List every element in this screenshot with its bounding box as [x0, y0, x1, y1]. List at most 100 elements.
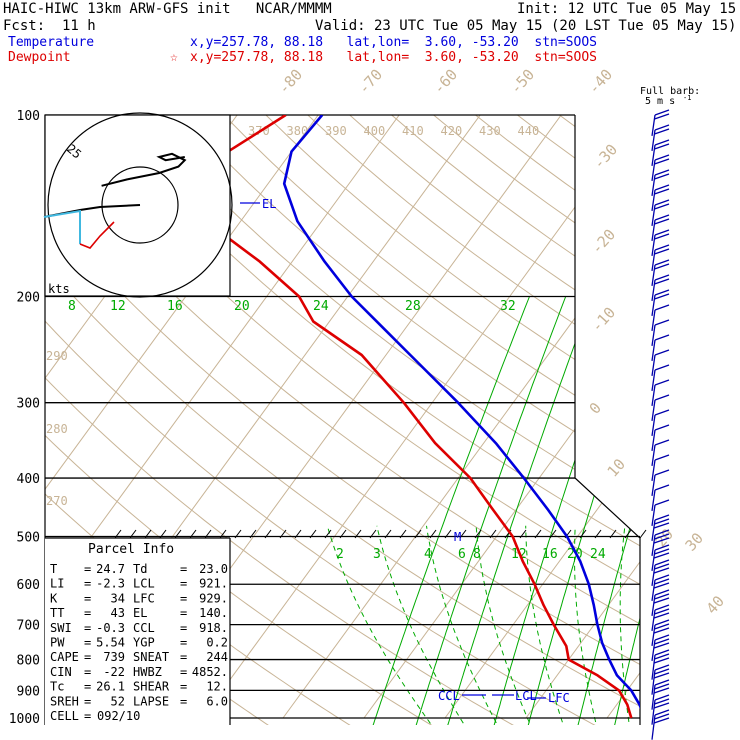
moist-adiabat-line [574, 525, 599, 725]
theta-label: 420 [441, 124, 463, 138]
level-tick [444, 529, 452, 539]
mixing-ratio-label: 12 [110, 299, 126, 314]
wind-barb-flag [654, 623, 670, 630]
level-tick [354, 529, 362, 539]
wind-barb-flag [654, 173, 670, 180]
level-tick [399, 529, 407, 539]
wind-barb [651, 489, 656, 511]
parcel-value: 739 [103, 650, 125, 664]
parcel-eq: = [84, 665, 91, 679]
wind-barb-flag [654, 634, 670, 641]
wind-barb-flag [654, 109, 670, 116]
parcel-key2: EL [133, 606, 147, 620]
wind-barb-flag [654, 139, 670, 146]
wind-barb-flag [654, 233, 670, 240]
parcel-key: SWI [50, 621, 72, 635]
level-tick [159, 529, 167, 539]
level-tick [384, 529, 392, 539]
wind-barb-flag [654, 188, 670, 195]
parcel-key: T [50, 562, 57, 576]
wind-barb-flag [654, 424, 670, 431]
dry-adiabat-line [181, 115, 640, 725]
level-tick [549, 529, 557, 539]
mixing-ratio-label: 8 [68, 299, 76, 314]
pressure-label: 200 [17, 291, 40, 306]
wind-barb-flag [654, 154, 670, 161]
parcel-title: Parcel Info [88, 542, 174, 557]
mixing-ratio-line [370, 296, 530, 725]
parcel-value2: 4852. [192, 665, 228, 679]
wind-barb [651, 399, 656, 421]
parcel-eq2: = [180, 591, 187, 605]
wind-barb-flag [654, 713, 670, 720]
theta-label: 290 [46, 349, 68, 363]
wind-barb-flag [654, 158, 670, 165]
parcel-value2: 921. [199, 577, 228, 591]
forecast-hour: 11 h [62, 18, 96, 34]
wind-barb-flag [654, 683, 670, 690]
wind-barb [651, 369, 656, 391]
wind-barb-flag [653, 597, 670, 604]
mixing-ratio-label: 3 [373, 547, 381, 562]
wind-barb-flag [654, 563, 670, 570]
mixing-ratio-label: 8 [473, 547, 481, 562]
parcel-eq2: = [180, 577, 187, 591]
level-tick [309, 529, 317, 539]
parcel-value: -22 [103, 665, 125, 679]
wind-barb [651, 699, 656, 725]
wind-barb-flag [654, 653, 670, 660]
parcel-key2: CCL [133, 621, 155, 635]
wind-barb-flag [653, 582, 670, 589]
wind-barb [651, 354, 656, 376]
parcel-eq2: = [180, 636, 187, 650]
wind-barb-flag [653, 552, 670, 559]
parcel-eq2: = [180, 606, 187, 620]
wind-barb-flag [654, 679, 670, 686]
isotherm-line [606, 115, 640, 719]
barb-legend-units: 5 m s [645, 96, 675, 107]
wind-barb-flag [654, 454, 670, 461]
level-tick [534, 529, 542, 539]
wind-barb-flag [654, 548, 670, 555]
wind-barb-flag [654, 143, 670, 150]
isotherm-line [201, 115, 640, 719]
theta-label: 390 [325, 124, 347, 138]
model-title: HAIC-HIWC 13km ARW-GFS init NCAR/MMMM [3, 1, 332, 17]
parcel-eq: = [84, 650, 91, 664]
hodograph-trace-surface [79, 221, 115, 249]
wind-barb-flag [653, 717, 670, 724]
pressure-label: 1000 [9, 712, 40, 727]
wind-barb-flag [654, 214, 670, 221]
wind-barb-flag [654, 439, 670, 446]
dry-adiabat-line [55, 115, 640, 725]
theta-label: 410 [402, 124, 424, 138]
level-tick [594, 529, 602, 539]
level-tick [204, 529, 212, 539]
theta-label: 430 [479, 124, 501, 138]
parcel-key: CIN [50, 665, 72, 679]
parcel-eq2: = [180, 694, 187, 708]
mixing-ratio-label: 20 [234, 299, 250, 314]
wind-barb-flag [654, 698, 670, 705]
mixing-ratio-label: 4 [424, 547, 432, 562]
parcel-value: 092/10 [97, 709, 140, 723]
lcl-label: LCL [515, 689, 537, 703]
mixing-ratio-lines [326, 296, 640, 725]
wind-barb-flag [654, 229, 670, 236]
level-tick [234, 529, 242, 539]
isotherm-label: -40 [585, 65, 617, 97]
wind-barb-flag [654, 394, 670, 401]
wind-barb [651, 339, 656, 361]
wind-barb-flag [654, 664, 670, 671]
wind-barb-flag [654, 218, 670, 225]
wind-barb-flag [654, 469, 670, 476]
hodograph-inner-ring [101, 166, 179, 244]
pressure-label: 500 [17, 530, 40, 545]
wind-barb-flag [654, 638, 670, 645]
parcel-key: CELL [50, 709, 79, 723]
wind-barb [651, 684, 656, 710]
level-tick [369, 529, 377, 539]
level-tick [414, 529, 422, 539]
wind-barb [651, 444, 656, 466]
